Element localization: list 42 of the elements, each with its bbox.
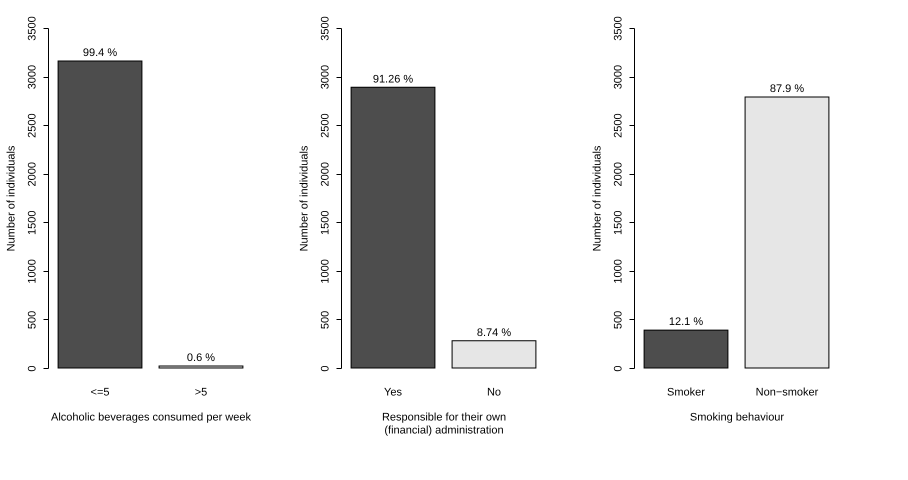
y-axis-title: Number of individuals xyxy=(6,145,18,252)
x-axis-title: Alcoholic beverages consumed per week xyxy=(51,412,252,424)
y-tick-label: 3000 xyxy=(320,64,332,90)
y-tick-label: 2000 xyxy=(26,162,38,186)
y-tick-label: 3000 xyxy=(612,64,624,90)
y-tick-label: 2500 xyxy=(612,113,624,138)
x-tick-label: <=5 xyxy=(90,386,110,398)
x-tick-label: Non−smoker xyxy=(756,386,819,398)
y-tick-label: 2000 xyxy=(612,162,624,186)
y-tick-label: 500 xyxy=(26,310,38,330)
y-tick-label: 1500 xyxy=(26,210,38,236)
x-axis-title: Smoking behaviour xyxy=(690,412,784,424)
y-tick-label: 1000 xyxy=(26,259,38,284)
y-tick-label: 1500 xyxy=(612,210,624,236)
y-tick-label: 0 xyxy=(320,365,332,372)
annotation: 8.74 % xyxy=(476,326,512,339)
y-tick-label: 1500 xyxy=(320,210,332,236)
y-tick-label: 3500 xyxy=(26,16,38,41)
annotation: 99.4 % xyxy=(82,47,118,60)
y-tick-label: 3000 xyxy=(26,64,38,90)
annotation: 12.1 % xyxy=(668,316,704,328)
y-tick-label: 1000 xyxy=(320,259,332,284)
y-tick-label: 500 xyxy=(320,310,332,330)
y-tick-label: 0 xyxy=(26,365,38,372)
y-tick-label: 2500 xyxy=(320,113,332,138)
x-tick-label: >5 xyxy=(194,386,208,398)
y-tick-label: 3500 xyxy=(320,16,332,41)
annotation: 91.26 % xyxy=(372,73,414,86)
y-axis-title: Number of individuals xyxy=(592,145,604,252)
x-tick-label: No xyxy=(486,386,502,398)
y-tick-label: 0 xyxy=(612,365,624,372)
y-tick-label: 3500 xyxy=(612,16,624,41)
y-tick-label: 1000 xyxy=(612,259,624,284)
annotation: 87.9 % xyxy=(770,82,804,95)
y-tick-label: 2000 xyxy=(320,162,332,186)
y-tick-label: 2500 xyxy=(26,113,38,138)
y-axis-title: Number of individuals xyxy=(298,145,310,252)
y-tick-label: 500 xyxy=(612,310,624,330)
x-tick-label: Smoker xyxy=(667,386,706,398)
x-tick-label: Yes xyxy=(384,386,402,398)
annotation: 0.6 % xyxy=(186,352,216,364)
x-axis-title: Responsible for their own (financial) administration xyxy=(382,412,506,436)
